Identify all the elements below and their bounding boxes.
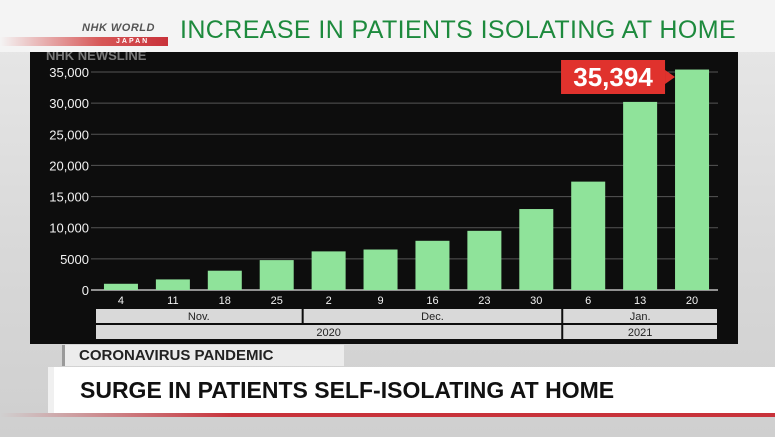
x-tick-label: 9 (377, 295, 383, 307)
bar (675, 69, 710, 290)
y-tick-label: 10,000 (49, 221, 89, 236)
topic-tag: CORONAVIRUS PANDEMIC (62, 345, 344, 366)
year-cell (563, 325, 717, 339)
month-label: Nov. (188, 311, 210, 323)
bar (363, 249, 398, 290)
bar (467, 230, 502, 290)
month-label: Jan. (630, 311, 651, 323)
year-label: 2021 (628, 327, 652, 339)
year-cell (96, 325, 562, 339)
callout-value-label: 35,394 (573, 62, 653, 92)
bar (623, 101, 658, 290)
y-tick-label: 0 (82, 283, 89, 298)
x-tick-label: 20 (686, 295, 698, 307)
x-tick-label: 18 (219, 295, 231, 307)
bar-chart: 0 5000 10,000 15,000 20,000 25,000 30,000 35,00… (49, 60, 718, 339)
bar (259, 260, 294, 290)
year-label: 2020 (316, 327, 340, 339)
headline-bar (48, 367, 775, 413)
month-cell (563, 309, 717, 323)
x-tick-label: 13 (634, 295, 646, 307)
y-tick-label: 35,000 (49, 65, 89, 80)
month-cell (303, 309, 562, 323)
bar (519, 209, 554, 290)
y-tick-label: 20,000 (49, 158, 89, 173)
y-tick-label: 5000 (60, 252, 89, 267)
bar (103, 283, 138, 290)
month-cell (96, 309, 302, 323)
x-tick-label: 16 (426, 295, 438, 307)
x-tick-label: 11 (167, 295, 178, 307)
x-tick-label: 4 (118, 295, 124, 307)
y-tick-label: 30,000 (49, 96, 89, 111)
bar (311, 251, 346, 290)
bar (207, 270, 242, 290)
callout-pointer (665, 70, 676, 84)
bar (155, 279, 190, 290)
headline-accent (48, 367, 54, 413)
x-tick-label: 25 (271, 295, 283, 307)
chart-title: INCREASE IN PATIENTS ISOLATING AT HOME (180, 16, 737, 44)
bottom-accent-strip (0, 413, 775, 417)
chart-panel: 0 5000 10,000 15,000 20,000 25,000 30,000 35,00… (30, 52, 738, 344)
logo-accent-bar (0, 37, 168, 46)
y-tick-label: 15,000 (49, 190, 89, 205)
headline: SURGE IN PATIENTS SELF-ISOLATING AT HOME (80, 377, 615, 403)
bar (415, 240, 450, 290)
newsline-watermark: NHK NEWSLINE (46, 48, 147, 63)
y-tick-label: 25,000 (49, 127, 89, 142)
nhk-logo-sub: JAPAN (116, 38, 150, 45)
x-tick-label: 6 (585, 295, 591, 307)
month-label: Dec. (421, 311, 444, 323)
x-tick-label: 30 (530, 295, 542, 307)
bar (571, 181, 606, 290)
x-tick-label: 2 (326, 295, 332, 307)
x-tick-label: 23 (478, 295, 490, 307)
callout-box (561, 60, 666, 94)
nhk-world-logo: NHK WORLD (82, 22, 155, 34)
